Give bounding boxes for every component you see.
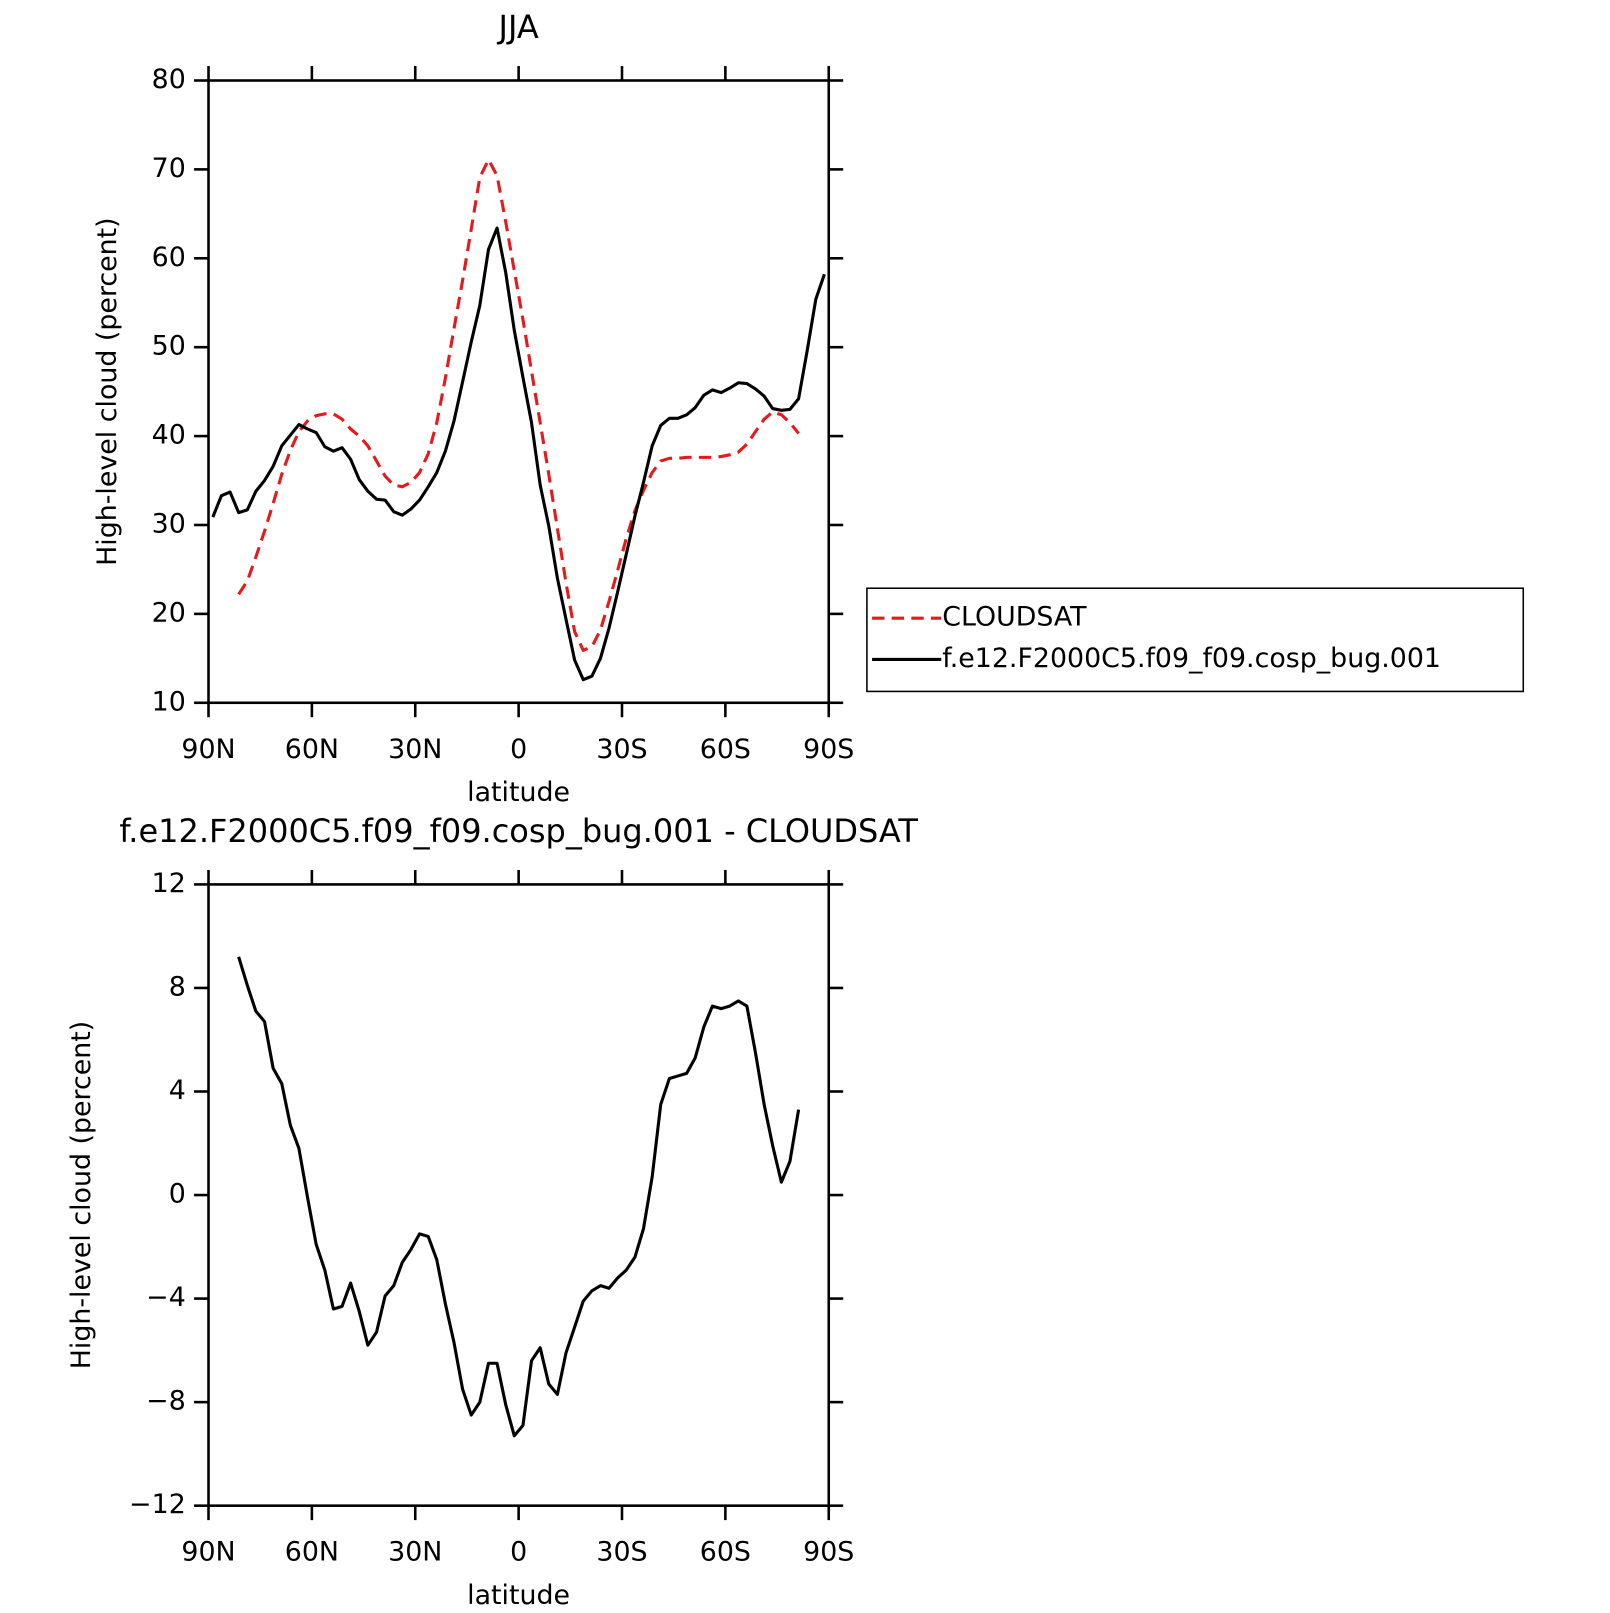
x-axis-label: latitude: [467, 777, 570, 808]
y-tick-label: 50: [152, 331, 186, 362]
y-tick-label: −4: [146, 1282, 186, 1313]
x-tick-label: 90N: [181, 734, 235, 765]
x-tick-label: 30N: [388, 1537, 442, 1568]
chart-title: f.e12.F2000C5.f09_f09.cosp_bug.001 - CLO…: [119, 812, 918, 850]
x-tick-label: 60N: [285, 734, 339, 765]
x-tick-label: 90S: [803, 734, 854, 765]
x-tick-label: 60S: [700, 1537, 751, 1568]
y-axis-label: High-level cloud (percent): [92, 217, 123, 566]
y-tick-label: 0: [169, 1179, 186, 1210]
y-tick-label: 10: [152, 686, 186, 717]
y-tick-label: 8: [169, 971, 186, 1002]
y-tick-label: 30: [152, 508, 186, 539]
x-tick-label: 30S: [596, 1537, 647, 1568]
y-tick-label: 12: [152, 868, 186, 899]
x-tick-label: 60S: [700, 734, 751, 765]
y-tick-label: 70: [152, 153, 186, 184]
y-tick-label: 80: [152, 64, 186, 95]
x-tick-label: 90S: [803, 1537, 854, 1568]
y-tick-label: −12: [129, 1489, 186, 1520]
y-tick-label: −8: [146, 1386, 186, 1417]
y-tick-label: 60: [152, 242, 186, 273]
x-tick-label: 30S: [596, 734, 647, 765]
plot-frame: [207, 79, 831, 705]
legend-label: CLOUDSAT: [942, 602, 1087, 633]
x-axis-label: latitude: [467, 1580, 570, 1611]
y-tick-label: 40: [152, 420, 186, 451]
y-tick-label: 4: [169, 1075, 186, 1106]
data-line: [211, 226, 826, 682]
x-tick-label: 90N: [181, 1537, 235, 1568]
legend-box: [866, 587, 1525, 693]
data-line: [237, 956, 801, 1438]
y-axis-label: High-level cloud (percent): [66, 1021, 97, 1370]
chart-title: JJA: [497, 8, 539, 46]
x-tick-label: 60N: [285, 1537, 339, 1568]
x-tick-label: 30N: [388, 734, 442, 765]
y-tick-label: 20: [152, 597, 186, 628]
x-tick-label: 0: [510, 1537, 527, 1568]
data-line: [237, 158, 800, 652]
plot-frame: [207, 883, 831, 1507]
legend-label: f.e12.F2000C5.f09_f09.cosp_bug.001: [942, 643, 1441, 674]
x-tick-label: 0: [510, 734, 527, 765]
